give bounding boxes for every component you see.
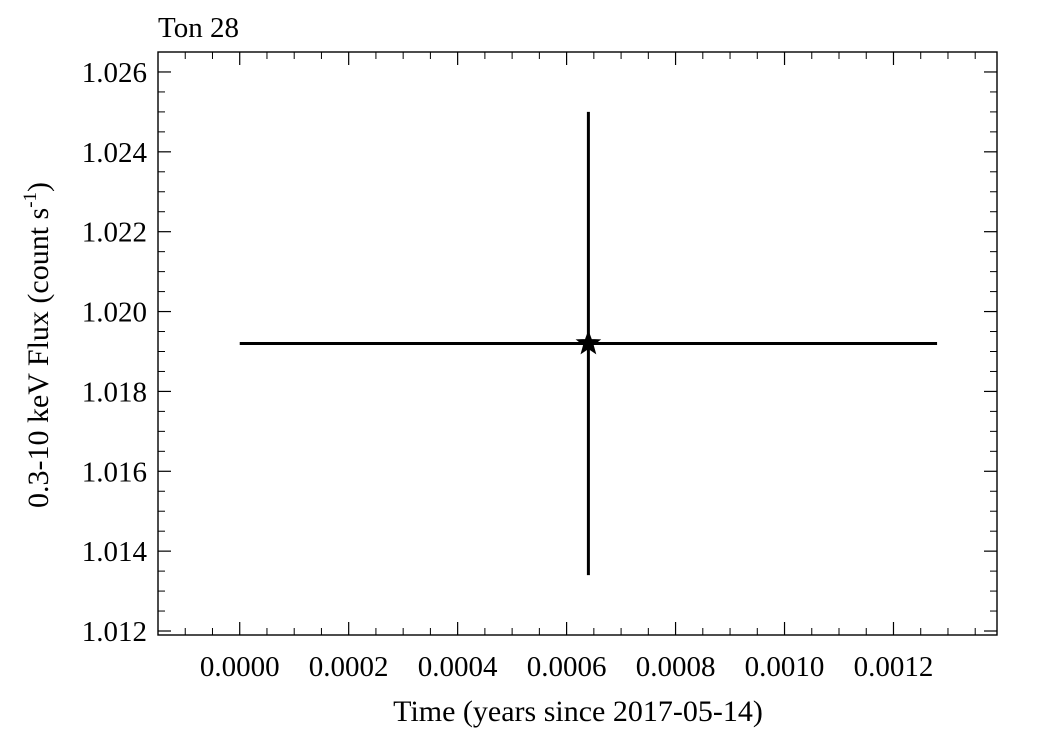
x-tick-label: 0.0002 [309, 651, 389, 683]
y-tick-label: 1.020 [82, 297, 147, 329]
x-tick-label: 0.0008 [636, 651, 716, 683]
data-series [239, 111, 938, 576]
x-tick-label: 0.0004 [418, 651, 498, 683]
y-tick-label: 1.026 [82, 57, 147, 89]
y-axis-label-superscript: -1 [20, 192, 41, 208]
y-tick-label: 1.024 [82, 137, 148, 169]
y-tick-label: 1.022 [82, 217, 147, 249]
y-tick-label: 1.016 [82, 456, 147, 488]
y-axis-label: 0.3-10 keV Flux (count s-1) [20, 182, 55, 508]
x-tick-label: 0.0006 [527, 651, 607, 683]
x-axis-label: Time (years since 2017-05-14) [393, 695, 763, 728]
star-marker [575, 330, 602, 355]
x-tick-label: 0.0012 [854, 651, 934, 683]
y-tick-label: 1.014 [82, 536, 148, 568]
y-axis: 1.012 1.014 1.016 1.018 1.020 1.022 1.024 1.026 [82, 51, 997, 648]
y-axis-label-main: 0.3-10 keV Flux (count s [22, 208, 55, 508]
chart-title: Ton 28 [158, 12, 239, 44]
y-axis-label-close: ) [22, 182, 55, 192]
plot-frame [157, 51, 998, 636]
y-tick-label: 1.018 [82, 376, 147, 408]
y-tick-label: 1.012 [82, 616, 147, 648]
x-tick-label: 0.0010 [745, 651, 825, 683]
x-tick-label: 0.0000 [200, 651, 280, 683]
x-axis: 0.0000 0.0002 0.0004 0.0006 0.0008 0.0010 0.00… [184, 52, 976, 683]
